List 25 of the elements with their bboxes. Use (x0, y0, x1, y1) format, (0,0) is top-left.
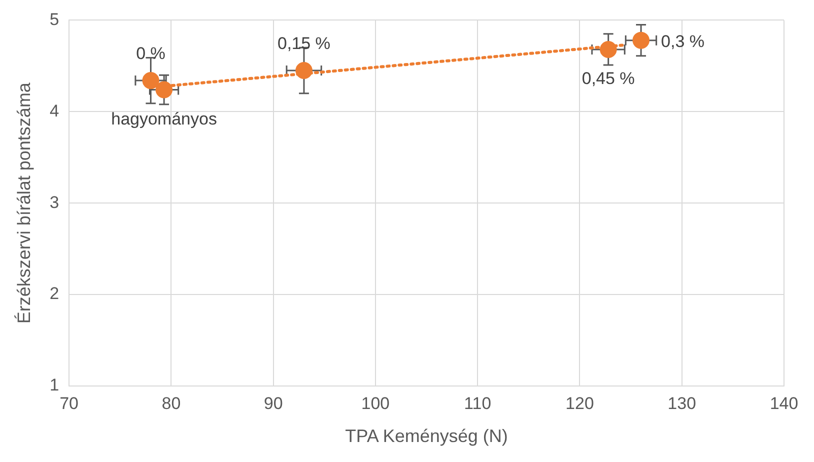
x-tick-label: 90 (264, 394, 283, 413)
x-tick-label: 70 (60, 394, 79, 413)
annotation: 0,15 % (277, 34, 330, 54)
point (600, 40, 617, 58)
annotation: hagyományos (111, 109, 217, 128)
y-tick-label: 1 (50, 376, 60, 395)
point (295, 62, 312, 79)
x-tick-label: 80 (162, 394, 181, 413)
y-tick-label: 4 (50, 101, 60, 120)
x-tick-label: 100 (361, 394, 390, 413)
annotation: 0 % (136, 44, 166, 64)
point (156, 81, 173, 98)
y-tick-label: 3 (50, 192, 60, 212)
x-tick-label: 120 (566, 394, 594, 413)
y-tick-label: 5 (50, 10, 60, 29)
x-axis-title: TPA Keménység (N) (345, 426, 508, 446)
x-tick-label: 130 (668, 394, 696, 413)
point (632, 32, 650, 49)
y-tick-label: 2 (50, 284, 60, 304)
y-axis-title: Érzékszervi bírálat pontszáma (14, 82, 34, 324)
annotation: 0,45 % (582, 69, 635, 88)
annotation: 0,3 % (661, 32, 704, 52)
x-tick-label: 140 (770, 394, 798, 413)
point (142, 72, 160, 90)
x-tick-label: 110 (464, 394, 492, 413)
